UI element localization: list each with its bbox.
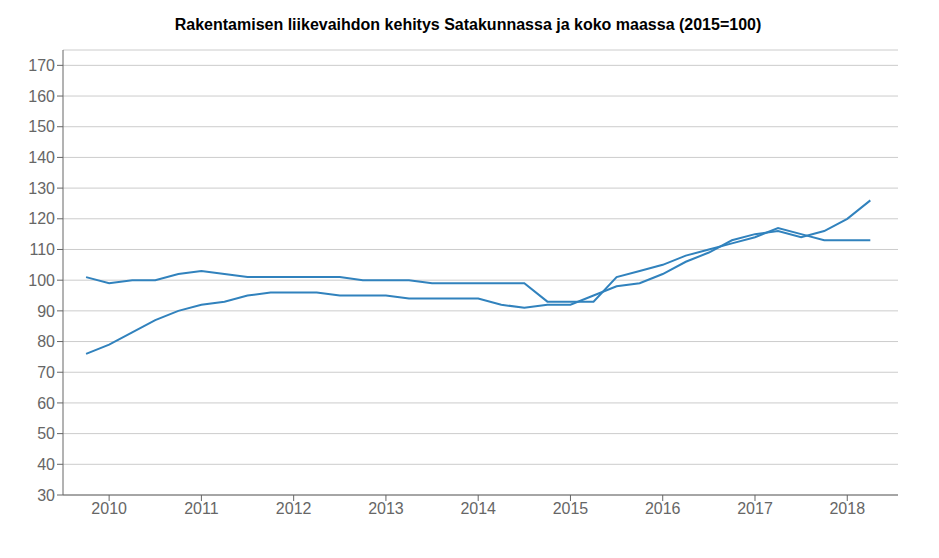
svg-text:150: 150 — [28, 118, 55, 135]
svg-text:60: 60 — [37, 395, 55, 412]
svg-text:110: 110 — [29, 241, 55, 258]
svg-text:120: 120 — [28, 210, 55, 227]
svg-text:30: 30 — [37, 487, 55, 504]
svg-text:2015: 2015 — [553, 500, 589, 517]
svg-text:2017: 2017 — [737, 500, 773, 517]
svg-text:2014: 2014 — [460, 500, 496, 517]
svg-text:80: 80 — [37, 333, 55, 350]
svg-text:90: 90 — [37, 303, 55, 320]
svg-text:170: 170 — [28, 57, 55, 74]
svg-text:2012: 2012 — [276, 500, 312, 517]
svg-text:2013: 2013 — [368, 500, 404, 517]
svg-text:160: 160 — [28, 88, 55, 105]
svg-text:2011: 2011 — [184, 500, 219, 517]
svg-text:2016: 2016 — [645, 500, 681, 517]
svg-text:70: 70 — [37, 364, 55, 381]
svg-text:100: 100 — [28, 272, 55, 289]
svg-text:40: 40 — [37, 456, 55, 473]
svg-text:140: 140 — [28, 149, 55, 166]
svg-text:130: 130 — [28, 180, 55, 197]
svg-text:2010: 2010 — [91, 500, 127, 517]
svg-text:50: 50 — [37, 425, 55, 442]
svg-text:2018: 2018 — [829, 500, 865, 517]
html-text:Rakentamisen liikevaihdon kehi: Rakentamisen liikevaihdon kehitys Sataku… — [174, 16, 762, 33]
